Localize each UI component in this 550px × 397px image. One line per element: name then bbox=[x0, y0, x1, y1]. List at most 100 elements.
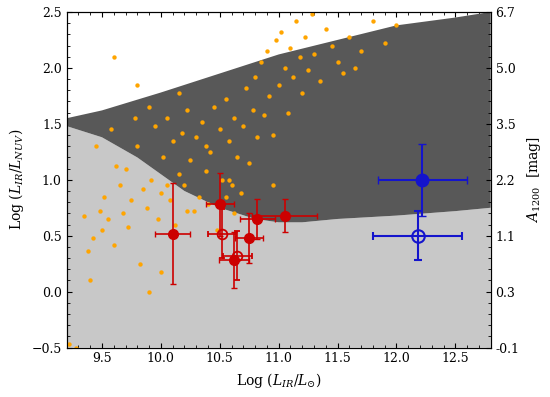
Point bbox=[135, 260, 144, 267]
Point bbox=[265, 93, 273, 99]
Point bbox=[115, 182, 124, 189]
Point bbox=[72, 345, 80, 351]
Point bbox=[229, 115, 238, 121]
Point bbox=[133, 81, 142, 88]
Point bbox=[130, 115, 139, 121]
Point bbox=[339, 70, 348, 77]
Y-axis label: $A_{1200}$  [mag]: $A_{1200}$ [mag] bbox=[525, 136, 543, 223]
Point bbox=[292, 18, 301, 24]
Point bbox=[147, 177, 156, 183]
Point bbox=[121, 166, 130, 172]
Point bbox=[159, 154, 168, 161]
Point bbox=[119, 210, 128, 216]
Point bbox=[145, 289, 153, 295]
Point bbox=[64, 341, 73, 347]
Point bbox=[307, 11, 316, 17]
Point bbox=[268, 132, 277, 138]
Point bbox=[107, 126, 116, 133]
Point bbox=[139, 185, 147, 192]
Point bbox=[248, 107, 257, 114]
Point bbox=[284, 110, 293, 116]
Point bbox=[183, 208, 191, 214]
Point bbox=[142, 204, 151, 211]
Point bbox=[304, 67, 312, 73]
Point bbox=[154, 216, 163, 222]
Polygon shape bbox=[67, 12, 491, 222]
Point bbox=[112, 163, 120, 170]
Point bbox=[194, 193, 203, 200]
Point bbox=[239, 123, 248, 129]
Point bbox=[286, 44, 295, 51]
Point bbox=[174, 171, 183, 177]
Point bbox=[229, 210, 238, 216]
Point bbox=[213, 227, 222, 233]
Point bbox=[168, 137, 177, 144]
Point bbox=[345, 33, 354, 40]
Point bbox=[218, 177, 227, 183]
Point bbox=[92, 143, 101, 149]
Point bbox=[260, 112, 269, 118]
Point bbox=[162, 182, 171, 189]
Point bbox=[189, 208, 198, 214]
Point bbox=[356, 48, 365, 54]
Point bbox=[97, 227, 106, 233]
Point bbox=[233, 154, 242, 161]
Point bbox=[380, 40, 389, 46]
Point bbox=[236, 190, 245, 197]
Point bbox=[351, 65, 360, 71]
Point bbox=[368, 18, 377, 24]
Point bbox=[310, 51, 318, 58]
Point bbox=[268, 182, 277, 189]
Point bbox=[262, 48, 271, 54]
Point bbox=[251, 74, 260, 80]
Point bbox=[253, 134, 262, 141]
Point bbox=[298, 89, 306, 96]
Point bbox=[88, 235, 97, 241]
Point bbox=[288, 74, 297, 80]
Point bbox=[300, 33, 309, 40]
Point bbox=[280, 65, 289, 71]
Point bbox=[256, 59, 265, 66]
Point bbox=[166, 197, 175, 203]
Point bbox=[277, 29, 285, 35]
Point bbox=[221, 96, 230, 102]
Point bbox=[80, 212, 89, 219]
Point bbox=[227, 182, 236, 189]
Point bbox=[225, 177, 234, 183]
Point bbox=[109, 241, 118, 248]
Point bbox=[151, 123, 160, 129]
Point bbox=[392, 22, 401, 29]
Point bbox=[295, 54, 304, 60]
Point bbox=[321, 25, 330, 32]
Point bbox=[327, 42, 336, 49]
Y-axis label: Log ($L_{IR}/L_{NUV}$): Log ($L_{IR}/L_{NUV}$) bbox=[7, 129, 26, 230]
Point bbox=[274, 81, 283, 88]
Point bbox=[225, 137, 234, 144]
Point bbox=[86, 278, 95, 284]
Point bbox=[127, 197, 136, 203]
Point bbox=[103, 216, 112, 222]
Point bbox=[180, 182, 189, 189]
Point bbox=[197, 118, 206, 125]
Point bbox=[333, 59, 342, 66]
Point bbox=[241, 85, 250, 91]
Point bbox=[183, 107, 191, 114]
Point bbox=[170, 222, 179, 228]
Point bbox=[123, 224, 132, 230]
Point bbox=[162, 115, 171, 121]
Point bbox=[210, 104, 218, 110]
Point bbox=[156, 268, 165, 275]
Point bbox=[156, 190, 165, 197]
Point bbox=[84, 248, 92, 254]
Point bbox=[204, 201, 212, 208]
Point bbox=[245, 160, 254, 166]
Point bbox=[201, 143, 210, 149]
Point bbox=[186, 156, 195, 163]
Point bbox=[109, 54, 118, 60]
Point bbox=[174, 89, 183, 96]
Point bbox=[100, 193, 109, 200]
Point bbox=[95, 208, 104, 214]
Point bbox=[216, 126, 224, 133]
X-axis label: Log ($L_{IR}/L_{\odot}$): Log ($L_{IR}/L_{\odot}$) bbox=[236, 371, 322, 390]
Point bbox=[178, 129, 186, 136]
